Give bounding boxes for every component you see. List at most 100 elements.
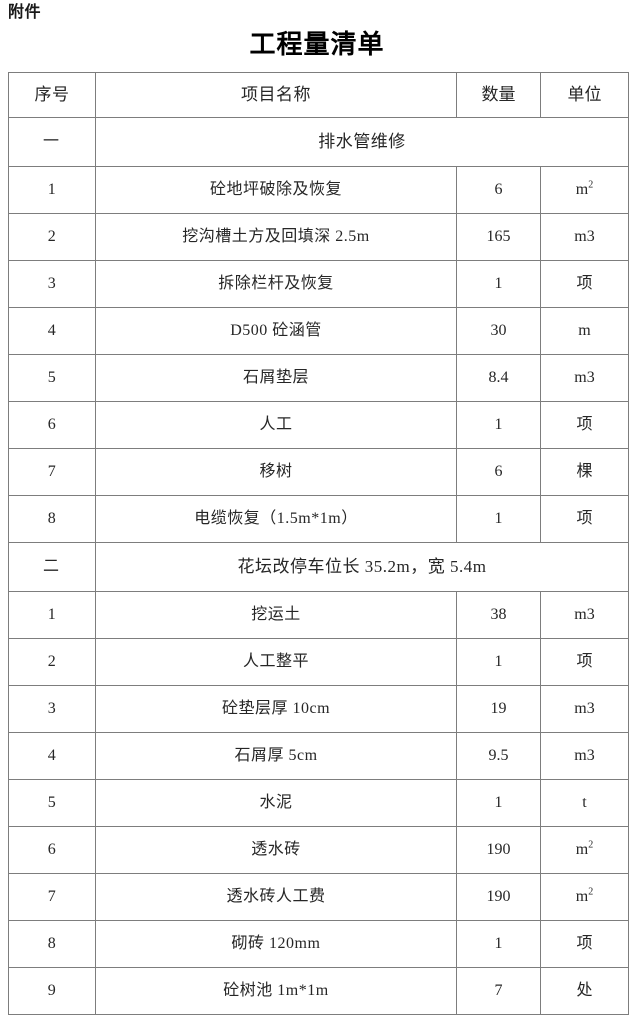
cell-quantity: 190 <box>456 873 541 921</box>
cell-unit: 棵 <box>540 448 629 496</box>
cell-item-name: D500 砼涵管 <box>95 307 457 355</box>
cell-quantity: 6 <box>456 166 541 214</box>
table-row: 4 石屑厚 5cm 9.5 m3 <box>8 732 629 780</box>
cell-seq: 8 <box>8 920 96 968</box>
table-section-row: 二花坛改停车位长 35.2m，宽 5.4m <box>8 542 629 592</box>
column-header-unit: 单位 <box>540 72 629 118</box>
cell-item-name: 挖运土 <box>95 591 457 639</box>
cell-unit: 项 <box>540 920 629 968</box>
cell-seq: 2 <box>8 638 96 686</box>
cell-item-name: 砌砖 120mm <box>95 920 457 968</box>
page-title: 工程量清单 <box>249 30 385 59</box>
table-row: 6 透水砖 190 m2 <box>8 826 629 874</box>
table-row: 5 石屑垫层 8.4 m3 <box>8 354 629 402</box>
unit-exponent: 2 <box>588 839 594 851</box>
cell-seq: 8 <box>8 495 96 543</box>
cell-item-name: 人工 <box>95 401 457 449</box>
table-header: 序号 项目名称 数量 单位 <box>8 72 629 118</box>
cell-quantity: 8.4 <box>456 354 541 402</box>
cell-unit: m <box>540 307 629 355</box>
cell-seq: 6 <box>8 401 96 449</box>
cell-quantity: 1 <box>456 401 541 449</box>
cell-unit: 处 <box>540 967 629 1015</box>
cell-item-name: 水泥 <box>95 779 457 827</box>
cell-quantity: 1 <box>456 260 541 308</box>
cell-seq: 6 <box>8 826 96 874</box>
cell-item-name: 移树 <box>95 448 457 496</box>
cell-item-name: 透水砖 <box>95 826 457 874</box>
unit-base: m <box>575 841 589 858</box>
cell-seq: 二 <box>8 542 96 592</box>
cell-quantity: 30 <box>456 307 541 355</box>
cell-unit: 项 <box>540 495 629 543</box>
cell-unit: m3 <box>540 685 629 733</box>
cell-quantity: 190 <box>456 826 541 874</box>
cell-unit: 项 <box>540 260 629 308</box>
cell-quantity: 165 <box>456 213 541 261</box>
table-row: 1 砼地坪破除及恢复 6 m2 <box>8 166 629 214</box>
cell-seq: 3 <box>8 685 96 733</box>
table-row: 1 挖运土 38 m3 <box>8 591 629 639</box>
unit-exponent: 2 <box>588 886 594 898</box>
cell-seq: 3 <box>8 260 96 308</box>
unit-exponent: 2 <box>588 179 594 191</box>
column-header-seq: 序号 <box>8 72 96 118</box>
cell-quantity: 1 <box>456 920 541 968</box>
cell-seq: 1 <box>8 591 96 639</box>
cell-section-title: 花坛改停车位长 35.2m，宽 5.4m <box>95 542 629 592</box>
cell-unit: 项 <box>540 401 629 449</box>
cell-quantity: 7 <box>456 967 541 1015</box>
cell-quantity: 1 <box>456 638 541 686</box>
cell-quantity: 19 <box>456 685 541 733</box>
table-row: 3 砼垫层厚 10cm 19 m3 <box>8 685 629 733</box>
cell-item-name: 透水砖人工费 <box>95 873 457 921</box>
cell-item-name: 人工整平 <box>95 638 457 686</box>
cell-unit: m3 <box>540 213 629 261</box>
table-row: 9 砼树池 1m*1m 7 处 <box>8 967 629 1015</box>
table-row: 4 D500 砼涵管 30 m <box>8 307 629 355</box>
table-header-row: 序号 项目名称 数量 单位 <box>8 72 629 118</box>
cell-seq: 一 <box>8 117 96 167</box>
cell-seq: 5 <box>8 779 96 827</box>
cell-unit: m3 <box>540 354 629 402</box>
cell-item-name: 砼树池 1m*1m <box>95 967 457 1015</box>
table-row: 2 挖沟槽土方及回填深 2.5m 165 m3 <box>8 213 629 261</box>
cell-quantity: 38 <box>456 591 541 639</box>
table-row: 3 拆除栏杆及恢复 1 项 <box>8 260 629 308</box>
attachment-label: 附件 <box>8 4 42 21</box>
cell-item-name: 石屑厚 5cm <box>95 732 457 780</box>
cell-unit: 项 <box>540 638 629 686</box>
cell-unit: t <box>540 779 629 827</box>
cell-item-name: 拆除栏杆及恢复 <box>95 260 457 308</box>
cell-quantity: 9.5 <box>456 732 541 780</box>
column-header-name: 项目名称 <box>95 72 457 118</box>
table-row: 8 砌砖 120mm 1 项 <box>8 920 629 968</box>
cell-seq: 4 <box>8 732 96 780</box>
cell-seq: 1 <box>8 166 96 214</box>
cell-item-name: 电缆恢复（1.5m*1m） <box>95 495 457 543</box>
column-header-quantity: 数量 <box>456 72 541 118</box>
cell-item-name: 石屑垫层 <box>95 354 457 402</box>
cell-item-name: 挖沟槽土方及回填深 2.5m <box>95 213 457 261</box>
cell-seq: 7 <box>8 873 96 921</box>
cell-unit: m3 <box>540 591 629 639</box>
cell-seq: 2 <box>8 213 96 261</box>
table-row: 8 电缆恢复（1.5m*1m） 1 项 <box>8 495 629 543</box>
cell-unit: m2 <box>540 166 629 214</box>
cell-quantity: 6 <box>456 448 541 496</box>
unit-base: m <box>575 888 589 905</box>
table-row: 6 人工 1 项 <box>8 401 629 449</box>
quantity-bill-table: 序号 项目名称 数量 单位 一排水管维修 1 砼地坪破除及恢复 6 m2 2 挖沟槽土方及回… <box>8 72 629 1015</box>
cell-section-title: 排水管维修 <box>95 117 629 167</box>
table-row: 5 水泥 1 t <box>8 779 629 827</box>
cell-unit: m2 <box>540 826 629 874</box>
table-row: 7 移树 6 棵 <box>8 448 629 496</box>
cell-unit: m3 <box>540 732 629 780</box>
cell-seq: 7 <box>8 448 96 496</box>
cell-seq: 9 <box>8 967 96 1015</box>
cell-seq: 5 <box>8 354 96 402</box>
cell-item-name: 砼垫层厚 10cm <box>95 685 457 733</box>
cell-seq: 4 <box>8 307 96 355</box>
table-body: 一排水管维修 1 砼地坪破除及恢复 6 m2 2 挖沟槽土方及回填深 2.5m 165 m3 3 拆… <box>8 117 629 1015</box>
